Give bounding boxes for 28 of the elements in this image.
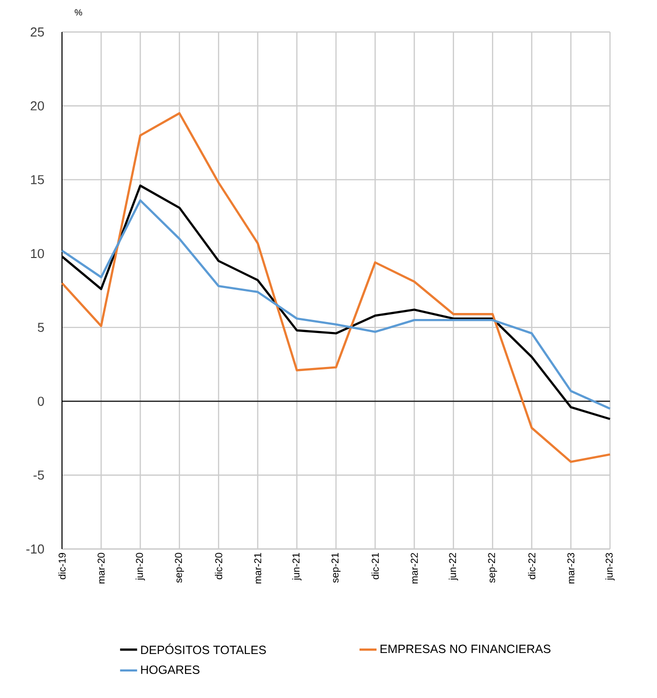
x-tick-label: dic-20 [214,552,222,580]
y-tick-label: -10 [26,544,44,554]
x-tick-label: sep-21 [331,553,341,583]
x-tick-label: mar-22 [410,553,418,584]
y-tick-label: 15 [31,175,44,184]
y-axis-title: % [74,9,82,16]
y-tick-label: 5 [38,322,44,332]
x-tick-label: jun-23 [605,552,615,580]
y-tick-label: 10 [31,248,44,258]
y-tick-label: 0 [38,396,44,406]
x-tick-label: dic-21 [371,553,379,580]
x-tick-label: jun-20 [136,552,145,580]
legend-label: DEPÓSITOS TOTALES [141,644,266,654]
x-tick-label: jun-22 [448,553,458,580]
x-tick-label: sep-22 [488,553,498,583]
x-tick-label: dic-22 [528,553,536,580]
x-tick-label: jun-21 [292,553,302,580]
x-tick-label: dic-19 [58,552,66,580]
x-tick-label: mar-23 [567,552,574,584]
y-tick-label: 20 [30,101,44,110]
x-tick-label: sep-20 [174,552,184,583]
legend-label: HOGARES [141,666,200,674]
x-tick-label: mar-20 [98,552,105,584]
legend-label: EMPRESAS NO FINANCIERAS [380,644,550,654]
y-tick-label: -5 [34,470,44,480]
line-series [60,112,612,463]
x-tick-label: mar-21 [254,553,262,584]
y-tick-label: 25 [30,27,44,37]
